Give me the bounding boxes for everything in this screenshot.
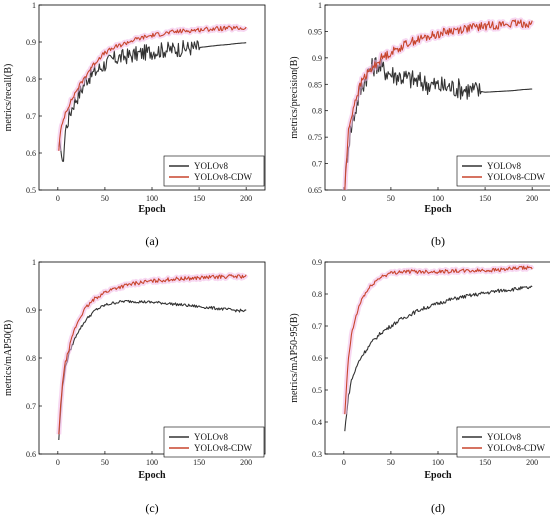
y-tick-label: 0.5	[312, 386, 322, 395]
y-tick-label: 0.9	[26, 306, 36, 315]
x-axis-label: Epoch	[424, 204, 452, 215]
x-tick-label: 200	[240, 194, 252, 203]
legend-label: YOLOv8-CDW	[194, 443, 252, 453]
y-tick-label: 0.8	[312, 107, 322, 116]
y-tick-label: 0.7	[312, 160, 322, 169]
x-tick-label: 100	[146, 458, 158, 467]
x-tick-label: 150	[193, 458, 205, 467]
legend-label: YOLOv8-CDW	[487, 172, 545, 182]
series-line-yolov8-cdw	[58, 274, 247, 435]
legend-label: YOLOv8-CDW	[194, 172, 252, 182]
x-tick-label: 0	[56, 194, 60, 203]
panel-d: 0 50 100 150 200 0.3 0.4 0.5 0.6 0.7 0.8 0.9 Epoch me…	[289, 258, 550, 515]
legend-label: YOLOv8	[194, 432, 228, 442]
y-tick-label: 0.3	[312, 450, 322, 459]
y-tick-label: 1	[318, 1, 322, 10]
y-tick-label: 0.7	[26, 112, 36, 121]
plot-area	[56, 272, 249, 441]
y-tick-label: 1	[32, 258, 36, 267]
x-tick-label: 0	[342, 194, 346, 203]
panel-c: 0 50 100 150 200 0.6 0.7 0.8 0.9 1 Epoch metrics/mA…	[3, 258, 266, 515]
legend-label: YOLOv8	[194, 161, 228, 171]
series-line-yolov8	[58, 299, 247, 441]
panel-a: 0 50 100 150 200 0.5 0.6 0.7 0.8 0.9 1 Epoch metrics…	[3, 1, 266, 248]
series-line-yolov8	[58, 40, 247, 162]
y-tick-label: 0.85	[308, 80, 322, 89]
x-tick-label: 200	[240, 458, 252, 467]
y-tick-label: 0.8	[312, 290, 322, 299]
panel-label: (a)	[145, 234, 158, 248]
plot-frame	[324, 261, 550, 455]
y-tick-label: 0.9	[312, 258, 322, 267]
y-tick-label: 0.8	[26, 75, 36, 84]
panel-b: 0 50 100 150 200 0.65 0.7 0.75 0.8 0.85 0.9 0.95 1 Ep…	[289, 1, 550, 248]
x-tick-label: 200	[526, 194, 538, 203]
x-tick-label: 100	[432, 194, 444, 203]
y-tick-label: 1	[32, 1, 36, 10]
plot-frame	[38, 261, 266, 455]
panel-label: (c)	[145, 501, 158, 515]
legend-label: YOLOv8-CDW	[487, 443, 545, 453]
x-axis-label: Epoch	[424, 470, 452, 481]
x-tick-label: 50	[101, 458, 109, 467]
panel-label: (b)	[431, 234, 445, 248]
y-tick-label: 0.5	[26, 186, 36, 195]
series-line-yolov8-cdw	[344, 19, 533, 190]
legend-box	[163, 155, 265, 187]
series-line-yolov8-cdw	[344, 265, 533, 415]
y-tick-label: 0.9	[26, 38, 36, 47]
x-tick-label: 50	[387, 458, 395, 467]
x-tick-label: 0	[342, 458, 346, 467]
x-axis-label: Epoch	[138, 204, 166, 215]
legend-box	[456, 426, 550, 458]
y-axis-label: metrics/mAP50-95(B)	[289, 313, 300, 402]
x-tick-label: 50	[101, 194, 109, 203]
y-tick-label: 0.9	[312, 54, 322, 63]
plot-area	[342, 263, 535, 432]
panel-label: (d)	[431, 501, 445, 515]
y-tick-label: 0.6	[26, 149, 36, 158]
y-tick-label: 0.95	[308, 27, 322, 36]
x-tick-label: 100	[432, 458, 444, 467]
series-line-yolov8	[344, 285, 533, 432]
y-axis-label: metrics/mAP50(B)	[3, 320, 14, 396]
y-tick-label: 0.6	[26, 450, 36, 459]
x-tick-label: 0	[56, 458, 60, 467]
plot-area	[56, 23, 249, 162]
y-tick-label: 0.4	[312, 418, 322, 427]
legend-box	[456, 155, 550, 187]
x-tick-label: 150	[479, 458, 491, 467]
y-tick-label: 0.7	[312, 322, 322, 331]
legend-label: YOLOv8	[487, 432, 521, 442]
y-tick-label: 0.8	[26, 354, 36, 363]
y-tick-label: 0.75	[308, 133, 322, 142]
x-tick-label: 150	[479, 194, 491, 203]
x-tick-label: 50	[387, 194, 395, 203]
x-tick-label: 100	[146, 194, 158, 203]
legend-box	[163, 426, 265, 458]
legend-label: YOLOv8	[487, 161, 521, 171]
y-axis-label: metrics/precision(B)	[289, 56, 300, 138]
series-line-yolov8-cdw	[58, 25, 247, 151]
y-axis-label: metrics/recall(B)	[3, 64, 14, 132]
x-tick-label: 150	[193, 194, 205, 203]
plot-area	[342, 17, 535, 190]
y-tick-label: 0.65	[308, 186, 322, 195]
y-tick-label: 0.6	[312, 354, 322, 363]
x-axis-label: Epoch	[138, 470, 166, 481]
y-tick-label: 0.7	[26, 402, 36, 411]
x-tick-label: 200	[526, 458, 538, 467]
series-halo-line	[56, 272, 249, 435]
